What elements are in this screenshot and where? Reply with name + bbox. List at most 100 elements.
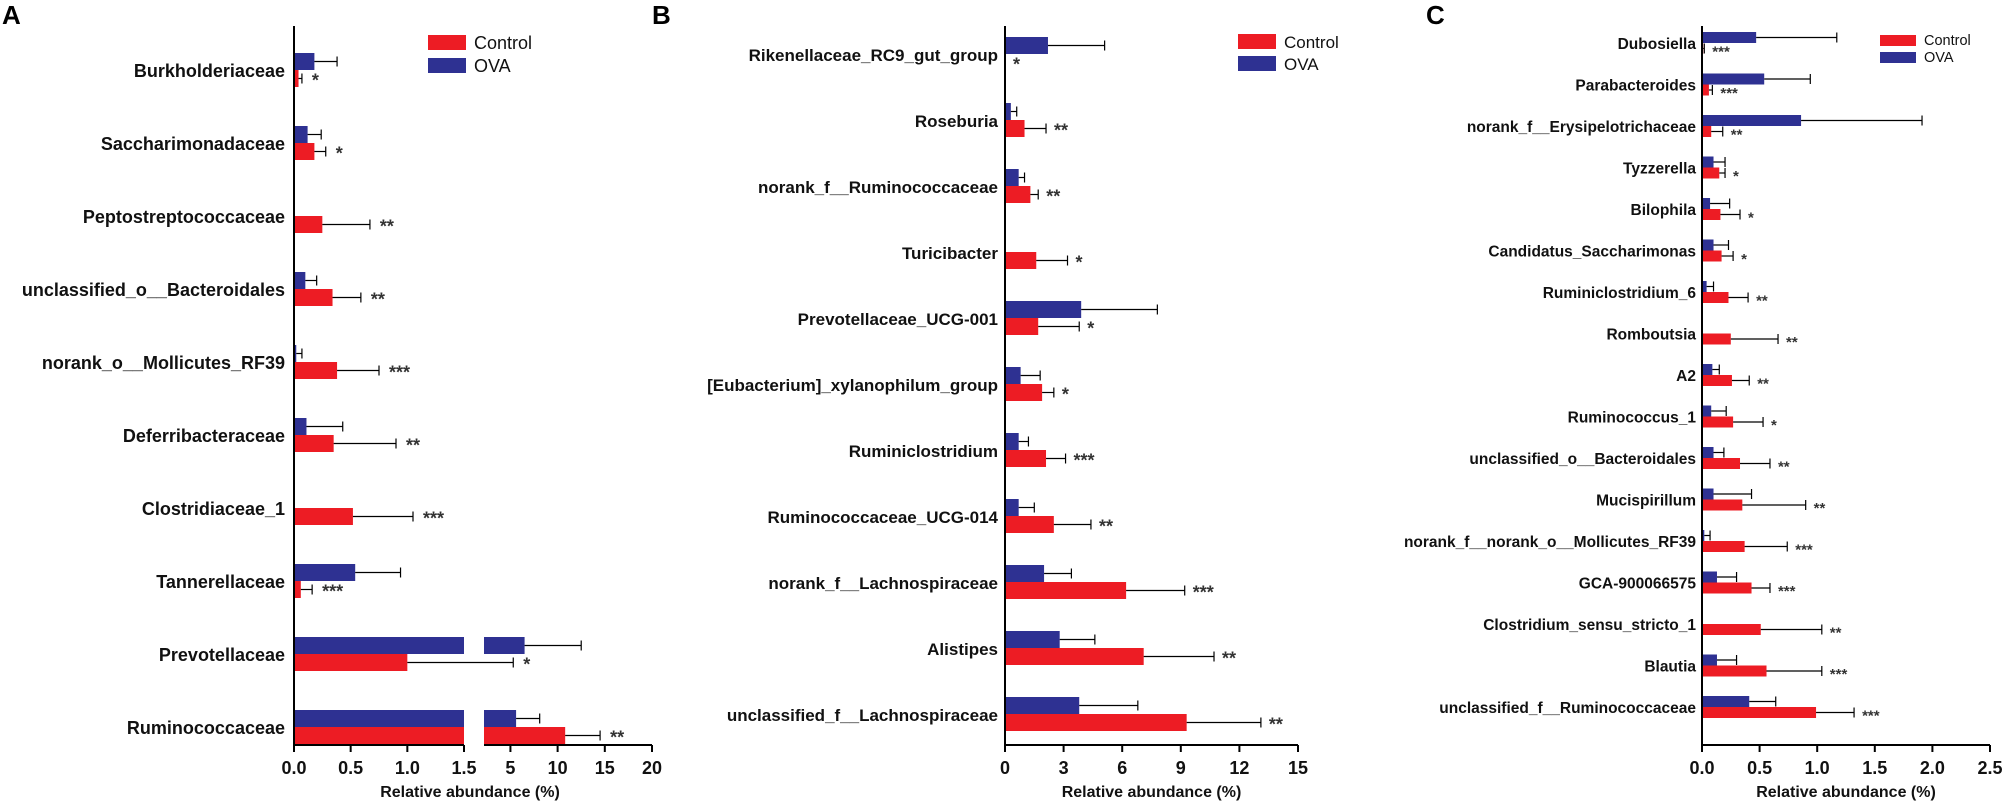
bar-control-roseburia	[1005, 120, 1025, 137]
bar-ova-prevotellaceae-ucg-001	[1005, 301, 1082, 318]
category-label-norank-f-norank-o-mollicutes-rf39: norank_f__norank_o__Mollicutes_RF39	[1404, 534, 1696, 551]
category-label-norank-f-erysipelotrichaceae: norank_f__Erysipelotrichaceae	[1467, 119, 1697, 136]
panel-a-chart: A * Burkholderiaceae * Saccharimonadaceae ** P…	[2, 0, 662, 801]
bar-control-ruminococcus-1	[1702, 416, 1734, 428]
category-label-tyzzerella: Tyzzerella	[1623, 161, 1696, 178]
bar-ova-unclassified-o-bacteroidales	[294, 272, 306, 289]
category-label-unclassified-o-bacteroidales: unclassified_o__Bacteroidales	[1469, 451, 1696, 468]
x-tick-label: 0	[1000, 758, 1010, 778]
bar-control-norank-f-ruminococcaceae	[1005, 186, 1031, 203]
bar-control-clostridium-sensu-stricto-1	[1702, 624, 1761, 635]
bar-ova-norank-f-norank-o-mollicutes-rf39	[1702, 530, 1705, 541]
significance-roseburia: **	[1054, 121, 1068, 141]
bar-control-parabacteroides	[1702, 84, 1709, 96]
significance-saccharimonadaceae: *	[336, 144, 343, 164]
significance-alistipes: **	[1222, 649, 1236, 669]
bar-ova-norank-o-mollicutes-rf39	[294, 345, 297, 362]
category-label-unclassified-f-lachnospiraceae: unclassified_f__Lachnospiraceae	[727, 706, 998, 725]
x-tick-label: 2.0	[1920, 758, 1945, 778]
significance-norank-o-mollicutes-rf39: ***	[389, 363, 410, 383]
bar-control-tannerellaceae	[294, 581, 301, 598]
category-label-rikenellaceae-rc9-gut-group: Rikenellaceae_RC9_gut_group	[749, 46, 998, 65]
significance-ruminococcus-1: *	[1771, 417, 1777, 434]
significance-romboutsia: **	[1786, 334, 1798, 351]
bar-ova-ruminococcaceae-upper	[484, 710, 517, 727]
panel-label: A	[2, 0, 21, 30]
bar-control-deferribacteraceae	[294, 435, 334, 452]
bar-control-alistipes	[1005, 648, 1144, 665]
x-tick-label: 0.5	[338, 758, 363, 778]
category-label-prevotellaceae: Prevotellaceae	[159, 645, 285, 665]
bar-ova-rikenellaceae-rc9-gut-group	[1005, 37, 1048, 54]
bar-control-norank-f-erysipelotrichaceae	[1702, 126, 1712, 137]
bar-ova-ruminococcus-1	[1702, 405, 1712, 417]
significance-ruminiclostridium: ***	[1074, 451, 1095, 471]
significance-turicibacter: *	[1076, 253, 1083, 273]
x-tick-label: 10	[548, 758, 568, 778]
x-axis-title: Relative abundance (%)	[1062, 784, 1242, 801]
bar-ova-deferribacteraceae	[294, 418, 307, 435]
category-label-tannerellaceae: Tannerellaceae	[156, 572, 285, 592]
bar-control-ruminococcaceae-upper	[484, 727, 566, 744]
category-label-ruminiclostridium: Ruminiclostridium	[849, 442, 998, 461]
significance-mucispirillum: **	[1814, 500, 1826, 517]
legend-label-control: Control	[1924, 33, 1971, 49]
bar-ova-eubacterium-xylanophilum-group	[1005, 367, 1021, 384]
bar-control-gca-900066575	[1702, 582, 1752, 594]
bar-control-prevotellaceae-ucg-001	[1005, 318, 1039, 335]
category-label-unclassified-f-ruminococcaceae: unclassified_f__Ruminococcaceae	[1439, 700, 1696, 717]
legend: Control OVA	[428, 33, 532, 76]
significance-unclassified-f-lachnospiraceae: **	[1269, 715, 1283, 735]
bar-control-a2	[1702, 375, 1732, 386]
category-label-clostridiaceae-1: Clostridiaceae_1	[142, 499, 285, 519]
legend-label-control: Control	[1284, 33, 1339, 52]
significance-norank-f-norank-o-mollicutes-rf39: ***	[1795, 542, 1813, 559]
category-label-candidatus-saccharimonas: Candidatus_Saccharimonas	[1488, 244, 1696, 261]
bar-ova-gca-900066575	[1702, 571, 1717, 583]
bar-ova-parabacteroides	[1702, 73, 1765, 85]
legend-swatch-control	[1238, 34, 1276, 49]
category-label-ruminococcaceae: Ruminococcaceae	[127, 718, 285, 738]
x-tick-label: 0.5	[1747, 758, 1772, 778]
significance-burkholderiaceae: *	[312, 71, 319, 91]
bar-control-ruminiclostridium-6	[1702, 292, 1729, 303]
significance-tyzzerella: *	[1733, 168, 1739, 185]
bar-ova-prevotellaceae-upper	[484, 637, 525, 654]
significance-ruminococcaceae: **	[610, 728, 624, 748]
category-label-unclassified-o-bacteroidales: unclassified_o__Bacteroidales	[22, 280, 285, 300]
legend-label-ova: OVA	[1284, 55, 1319, 74]
significance-blautia: ***	[1830, 666, 1848, 683]
bar-control-peptostreptococcaceae	[294, 216, 323, 233]
bar-control-mucispirillum	[1702, 499, 1743, 511]
bar-ova-blautia	[1702, 654, 1717, 666]
bar-ova-ruminiclostridium	[1005, 433, 1019, 450]
x-axis-title: Relative abundance (%)	[380, 784, 560, 801]
category-label-ruminococcaceae-ucg-014: Ruminococcaceae_UCG-014	[767, 508, 998, 527]
category-label-ruminococcus-1: Ruminococcus_1	[1568, 410, 1697, 427]
category-label-deferribacteraceae: Deferribacteraceae	[123, 426, 285, 446]
category-label-mucispirillum: Mucispirillum	[1596, 493, 1696, 510]
x-tick-label: 20	[642, 758, 662, 778]
bar-ova-roseburia	[1005, 103, 1011, 120]
legend-label-ova: OVA	[1924, 50, 1954, 66]
category-label-romboutsia: Romboutsia	[1606, 327, 1696, 344]
bar-ova-unclassified-o-bacteroidales	[1702, 447, 1714, 458]
category-label-prevotellaceae-ucg-001: Prevotellaceae_UCG-001	[798, 310, 998, 329]
bar-ova-unclassified-f-lachnospiraceae	[1005, 697, 1080, 714]
bar-ova-tannerellaceae	[294, 564, 356, 581]
bar-control-norank-o-mollicutes-rf39	[294, 362, 338, 379]
bar-ova-saccharimonadaceae	[294, 126, 308, 143]
x-tick-label: 12	[1229, 758, 1249, 778]
category-label-norank-o-mollicutes-rf39: norank_o__Mollicutes_RF39	[42, 353, 285, 373]
bar-ova-alistipes	[1005, 631, 1060, 648]
significance-gca-900066575: ***	[1778, 583, 1796, 600]
significance-bilophila: *	[1748, 210, 1754, 227]
category-label-a2: A2	[1676, 368, 1696, 385]
significance-ruminiclostridium-6: **	[1756, 293, 1768, 310]
bar-control-norank-f-lachnospiraceae	[1005, 582, 1127, 599]
significance-norank-f-lachnospiraceae: ***	[1193, 583, 1214, 603]
bar-control-ruminococcaceae-ucg-014	[1005, 516, 1054, 533]
category-label-gca-900066575: GCA-900066575	[1579, 576, 1697, 593]
bar-ova-norank-f-ruminococcaceae	[1005, 169, 1019, 186]
category-label-burkholderiaceae: Burkholderiaceae	[134, 61, 285, 81]
